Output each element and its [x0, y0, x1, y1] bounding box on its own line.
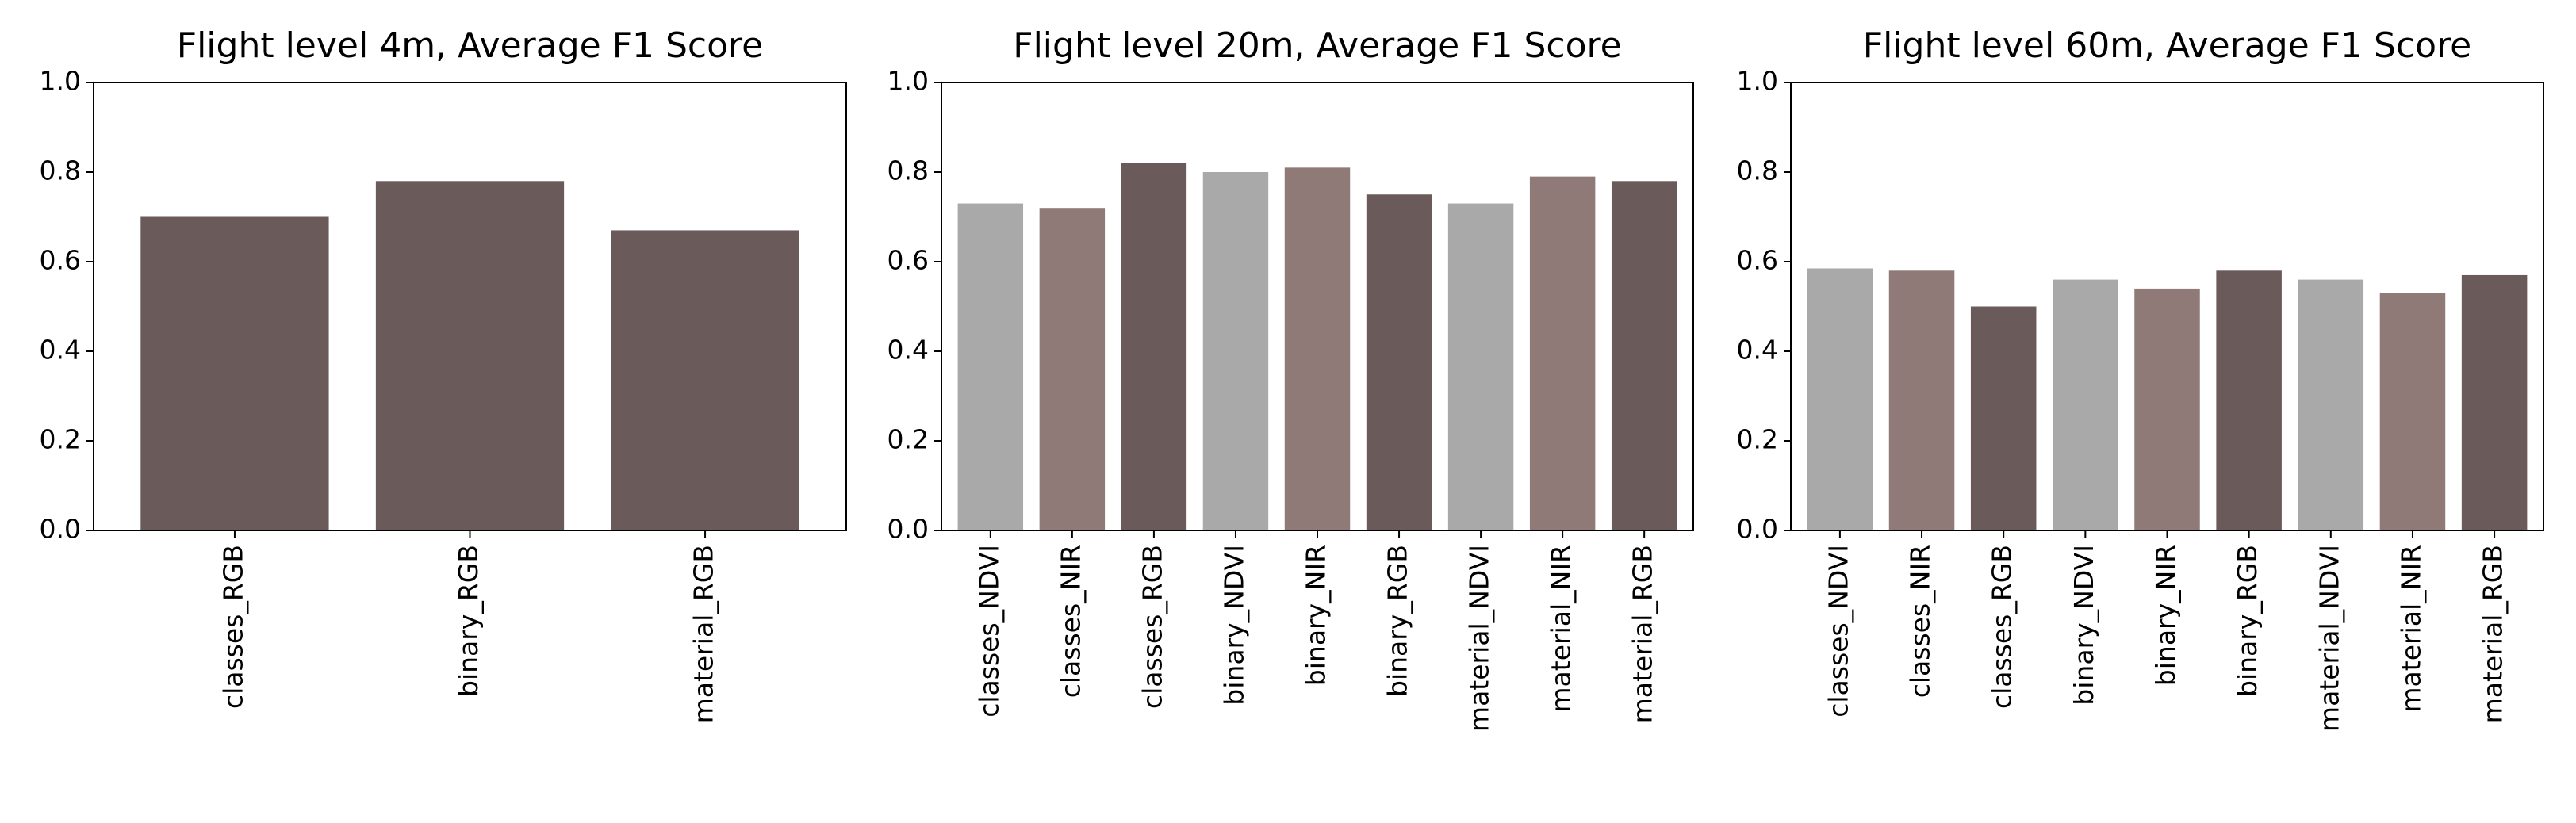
chart-title: Flight level 4m, Average F1 Score: [177, 25, 763, 66]
plot-frame: [941, 82, 1694, 531]
bar: [1121, 163, 1187, 530]
y-tick-label: 0.8: [887, 155, 929, 186]
bar: [1039, 208, 1106, 530]
bar: [2298, 279, 2364, 530]
x-tick-label: classes_NIR: [1055, 545, 1086, 698]
bar: [1970, 306, 2037, 530]
bar: [1447, 203, 1514, 530]
bar: [2053, 279, 2118, 530]
bar: [957, 203, 1024, 530]
x-tick-label: binary_RGB: [1382, 545, 1413, 697]
chart-title: Flight level 60m, Average F1 Score: [1863, 25, 2471, 66]
x-tick-label: classes_NIR: [1905, 545, 1936, 698]
bar: [1888, 270, 1955, 530]
y-tick-label: 0.2: [887, 424, 929, 455]
y-tick-label: 0.6: [887, 245, 929, 276]
x-tick-label: material_NIR: [1546, 545, 1577, 713]
bar: [1807, 268, 1873, 530]
bar: [1366, 194, 1432, 530]
x-tick-label: classes_RGB: [1987, 545, 2018, 709]
x-tick-label: classes_RGB: [217, 545, 248, 709]
y-tick-label: 1.0: [1737, 66, 1778, 97]
x-tick-label: material_NDVI: [1464, 545, 1495, 732]
plot-frame: [1790, 82, 2544, 531]
y-tick-label: 0.0: [1737, 514, 1778, 545]
y-tick-label: 0.6: [1737, 245, 1778, 276]
x-tick-label: material_NDVI: [2313, 545, 2344, 732]
x-tick-label: classes_NDVI: [1823, 545, 1853, 718]
bar: [2379, 293, 2446, 530]
y-tick-label: 0.0: [40, 514, 81, 545]
y-tick-label: 1.0: [40, 66, 81, 97]
chart-title: Flight level 20m, Average F1 Score: [1013, 25, 1621, 66]
x-tick-label: classes_RGB: [1137, 545, 1167, 709]
y-tick-label: 0.4: [887, 335, 929, 366]
y-tick-label: 0.4: [1737, 335, 1778, 366]
x-tick-label: classes_NDVI: [973, 545, 1004, 718]
y-tick-label: 0.0: [887, 514, 929, 545]
y-tick-label: 0.8: [1737, 155, 1778, 186]
bar: [1202, 172, 1269, 530]
bar: [1284, 167, 1351, 530]
y-tick-label: 0.8: [40, 155, 81, 186]
bar: [2461, 274, 2528, 530]
x-tick-label: binary_NDVI: [1218, 545, 1249, 706]
x-tick-label: binary_RGB: [2232, 545, 2263, 697]
bar: [611, 230, 799, 530]
y-tick-label: 0.4: [40, 335, 81, 366]
plot-frame: [93, 82, 847, 531]
x-tick-label: binary_NDVI: [2068, 545, 2099, 706]
x-tick-label: binary_NIR: [2150, 545, 2181, 686]
bar: [1611, 181, 1677, 531]
y-tick-label: 1.0: [887, 66, 929, 97]
bar: [2216, 270, 2282, 530]
x-tick-label: material_RGB: [1627, 545, 1658, 723]
bar: [375, 181, 565, 531]
y-tick-label: 0.2: [1737, 424, 1778, 455]
x-tick-label: material_RGB: [688, 545, 719, 723]
bar: [1529, 176, 1596, 530]
x-tick-label: material_RGB: [2478, 545, 2509, 723]
y-tick-label: 0.6: [40, 245, 81, 276]
y-tick-label: 0.2: [40, 424, 81, 455]
x-tick-label: binary_NIR: [1301, 545, 1332, 686]
x-tick-label: material_NIR: [2395, 545, 2426, 713]
bar: [140, 216, 329, 530]
bar: [2134, 288, 2200, 530]
x-tick-label: binary_RGB: [453, 545, 484, 697]
